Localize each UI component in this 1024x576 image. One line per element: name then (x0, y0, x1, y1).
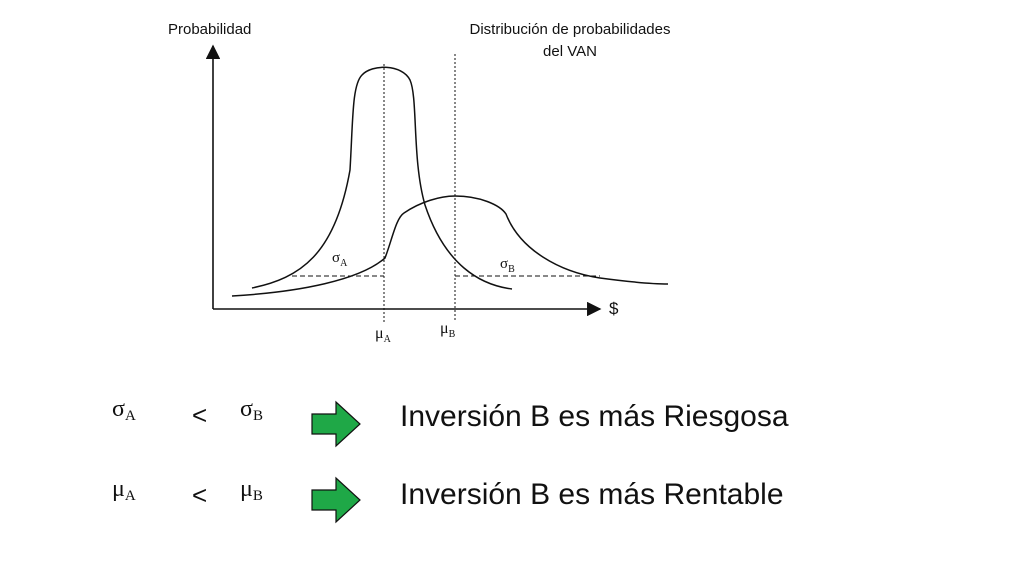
less-than-operator: < (192, 480, 208, 510)
sigma-a-label: σA (332, 250, 348, 269)
comparison-row-risk: σA < σB Inversión B es más Riesgosa (0, 396, 1024, 456)
left-symbol: σA (112, 396, 136, 424)
mu-a-label: μA (375, 325, 392, 345)
x-axis-label: $ (609, 299, 619, 318)
less-than-operator: < (192, 400, 208, 430)
right-arrow-icon (311, 400, 361, 448)
right-arrow-icon (311, 476, 361, 524)
conclusion-text: Inversión B es más Rentable (400, 478, 784, 511)
y-axis-label: Probabilidad (168, 21, 251, 38)
right-symbol: μB (240, 476, 263, 504)
chart-title-line1: Distribución de probabilidades (470, 21, 671, 38)
right-symbol: σB (240, 396, 263, 424)
distribution-curve-a (251, 66, 513, 290)
conclusion-text: Inversión B es más Riesgosa (400, 400, 789, 433)
comparison-row-return: μA < μB Inversión B es más Rentable (0, 476, 1024, 536)
distribution-curve-b (231, 195, 669, 297)
left-symbol: μA (112, 476, 136, 504)
chart-title-line2: del VAN (543, 43, 597, 60)
sigma-b-label: σB (500, 256, 515, 275)
mu-b-label: μB (440, 320, 456, 340)
van-distribution-diagram: Probabilidad Distribución de probabilida… (168, 21, 671, 345)
